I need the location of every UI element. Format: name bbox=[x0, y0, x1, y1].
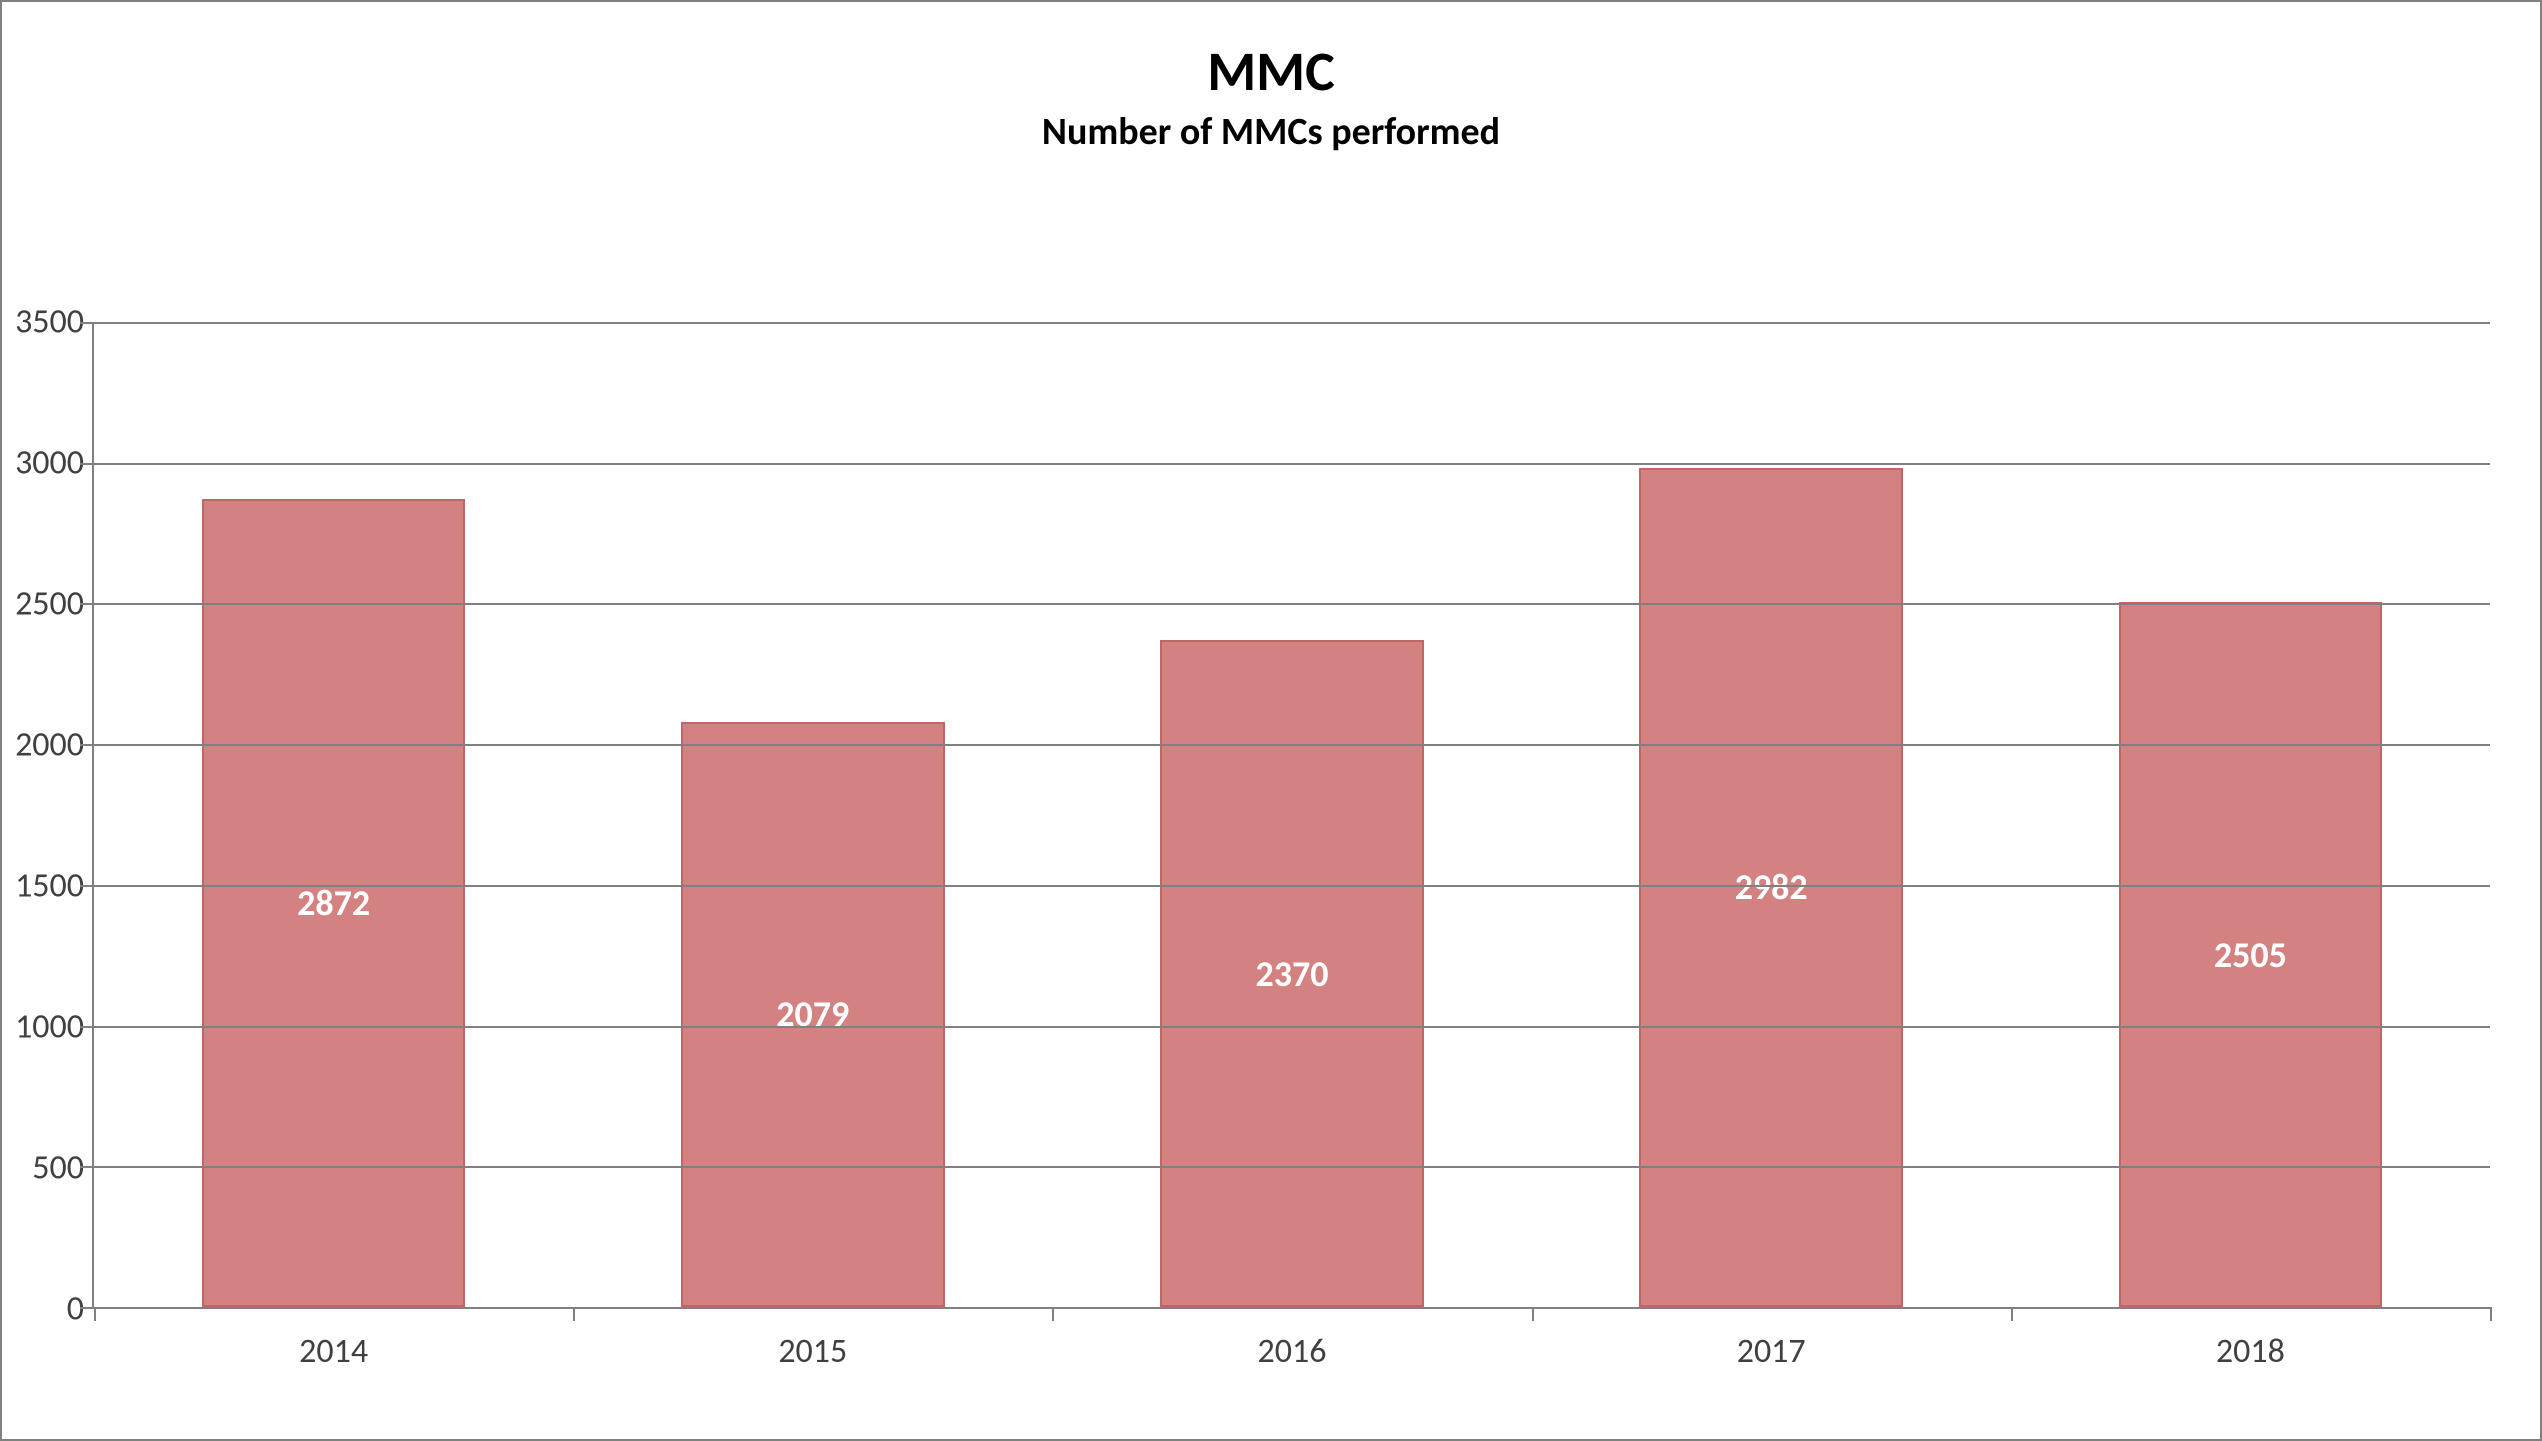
bar: 2370 bbox=[1160, 640, 1424, 1307]
x-tick bbox=[573, 1307, 575, 1321]
plot-wrap: 0500100015002000250030003500 28722079237… bbox=[92, 322, 2490, 1309]
y-tick bbox=[80, 744, 94, 746]
bar-value-label: 2370 bbox=[1162, 952, 1422, 996]
plot-area: 28722079237029822505 2014201520162017201… bbox=[92, 322, 2490, 1309]
y-axis-label: 0 bbox=[67, 1289, 84, 1330]
x-axis-label: 2018 bbox=[2216, 1331, 2285, 1372]
x-tick bbox=[1052, 1307, 1054, 1321]
gridline bbox=[94, 463, 2490, 465]
bar-value-label: 2079 bbox=[683, 992, 943, 1036]
y-axis-labels: 0500100015002000250030003500 bbox=[2, 322, 84, 1309]
x-tick bbox=[2011, 1307, 2013, 1321]
gridline bbox=[94, 1166, 2490, 1168]
gridline bbox=[94, 744, 2490, 746]
y-tick bbox=[80, 1026, 94, 1028]
bar-value-label: 2872 bbox=[204, 881, 464, 925]
y-tick bbox=[80, 1166, 94, 1168]
y-tick bbox=[80, 322, 94, 324]
bar: 2982 bbox=[1639, 468, 1903, 1307]
x-axis-labels: 2014 2015 2016 2017 2018 bbox=[94, 1307, 2490, 1387]
y-tick bbox=[80, 603, 94, 605]
x-tick bbox=[2490, 1307, 2492, 1321]
bars-layer: 2872 2079 2370 2982 2505 bbox=[94, 322, 2490, 1307]
bar: 2505 bbox=[2119, 602, 2383, 1307]
x-axis-label: 2017 bbox=[1737, 1331, 1806, 1372]
y-axis-label: 1500 bbox=[15, 866, 84, 907]
y-axis-label: 3000 bbox=[15, 443, 84, 484]
x-axis-label: 2015 bbox=[778, 1331, 847, 1372]
chart-container: MMC Number of MMCs performed 0 500 1000 150… bbox=[0, 0, 2542, 1441]
x-tick bbox=[94, 1307, 96, 1321]
bar-value-label: 2982 bbox=[1641, 865, 1901, 909]
chart-subtitle: Number of MMCs performed bbox=[2, 110, 2540, 156]
y-axis-label: 500 bbox=[32, 1148, 84, 1189]
y-axis-label: 3500 bbox=[15, 302, 84, 343]
gridline bbox=[94, 1026, 2490, 1028]
bar-value-label: 2505 bbox=[2121, 933, 2381, 977]
bar: 2079 bbox=[681, 722, 945, 1307]
y-tick bbox=[80, 1307, 94, 1309]
chart-title: MMC bbox=[2, 42, 2540, 104]
y-tick bbox=[80, 885, 94, 887]
y-axis-label: 2500 bbox=[15, 584, 84, 625]
gridline bbox=[94, 885, 2490, 887]
y-tick bbox=[80, 463, 94, 465]
y-axis-label: 1000 bbox=[15, 1007, 84, 1048]
gridline bbox=[94, 603, 2490, 605]
bar: 2872 bbox=[202, 499, 466, 1307]
gridline bbox=[94, 322, 2490, 324]
x-tick bbox=[1532, 1307, 1534, 1321]
title-block: MMC Number of MMCs performed bbox=[2, 2, 2540, 155]
y-axis-label: 2000 bbox=[15, 725, 84, 766]
x-axis-label: 2016 bbox=[1258, 1331, 1327, 1372]
x-axis-label: 2014 bbox=[299, 1331, 368, 1372]
